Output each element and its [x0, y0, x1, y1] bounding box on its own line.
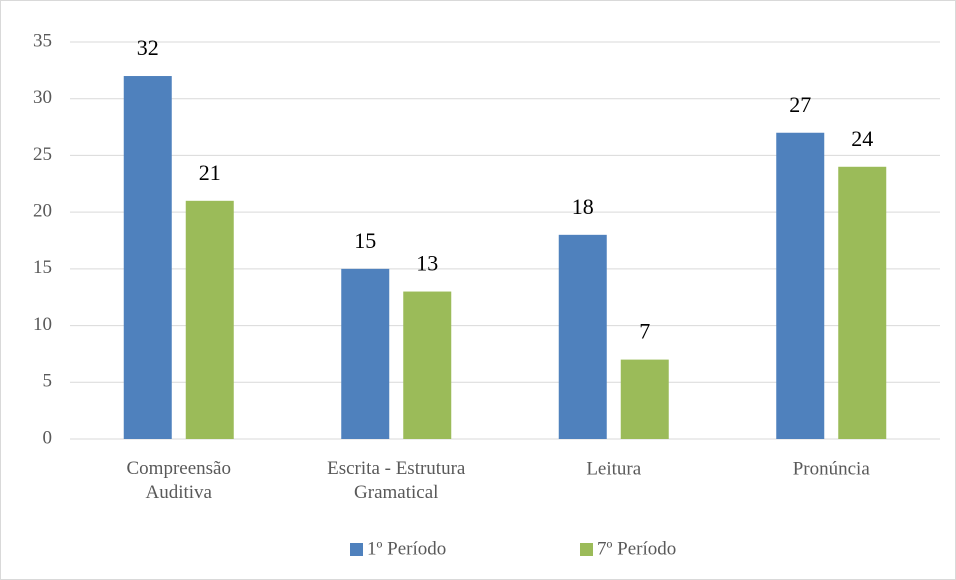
bar	[620, 359, 669, 439]
x-tick-label: Leitura	[586, 458, 641, 479]
bar	[123, 76, 172, 440]
x-tick-label: Pronúncia	[793, 458, 871, 479]
y-tick-label: 20	[33, 201, 52, 222]
y-tick-label: 35	[33, 30, 52, 51]
data-label: 13	[416, 251, 438, 276]
bar	[776, 132, 825, 439]
data-label: 24	[851, 126, 873, 151]
x-tick-label: Compreensão Auditiva	[127, 458, 231, 503]
bar	[341, 268, 390, 439]
bar	[838, 166, 887, 439]
legend-swatch	[580, 543, 593, 556]
x-tick-label: Escrita - Estrutura Gramatical	[327, 458, 466, 503]
data-label: 32	[137, 35, 159, 60]
y-tick-label: 10	[33, 314, 52, 335]
legend-label: 7º Período	[597, 538, 676, 559]
bar	[185, 200, 234, 439]
data-label: 15	[354, 228, 376, 253]
bar	[403, 291, 452, 439]
y-tick-label: 25	[33, 144, 52, 165]
data-label: 21	[199, 160, 221, 185]
legend-label: 1º Período	[367, 538, 446, 559]
bar	[558, 234, 607, 439]
data-label: 27	[789, 92, 811, 117]
y-tick-label: 0	[43, 427, 53, 448]
legend-swatch	[350, 543, 363, 556]
y-tick-label: 5	[43, 371, 53, 392]
y-tick-label: 30	[33, 87, 52, 108]
y-tick-label: 15	[33, 257, 52, 278]
data-label: 7	[639, 319, 650, 344]
data-label: 18	[572, 194, 594, 219]
